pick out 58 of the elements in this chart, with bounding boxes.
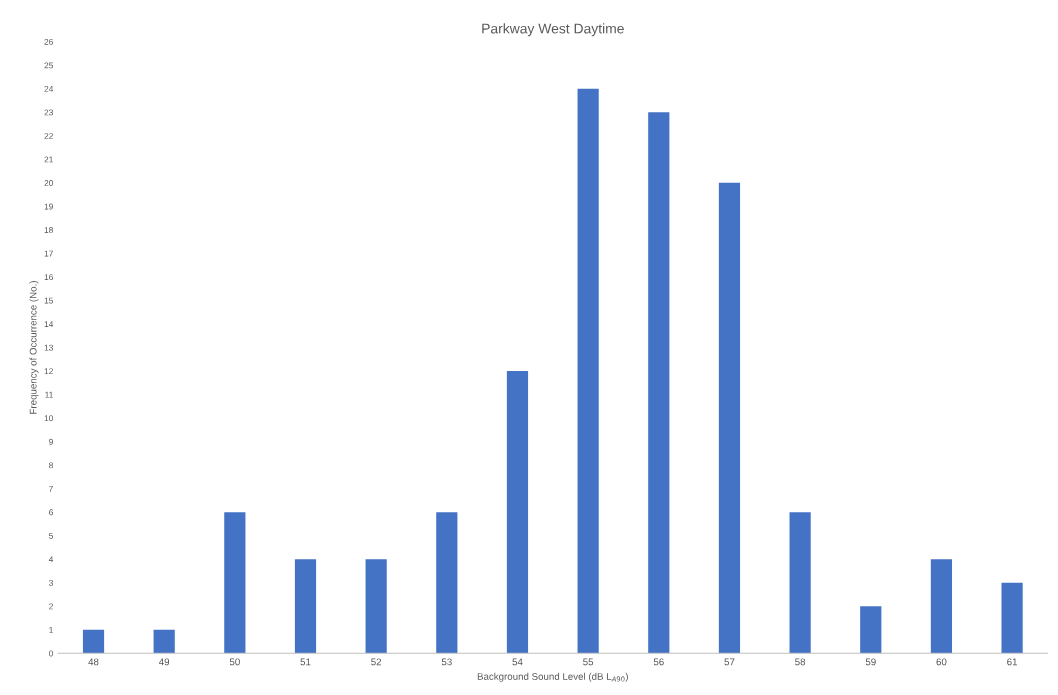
y-tick-label: 0: [49, 650, 53, 657]
y-tick-label: 23: [44, 109, 53, 116]
y-tick-label: 21: [44, 156, 53, 163]
y-axis-title: Frequency of Occurrence (No.): [29, 281, 39, 414]
y-tick-label: 16: [44, 274, 53, 281]
y-tick-label: 4: [48, 556, 54, 563]
x-tick-label: 48: [88, 658, 99, 666]
bar: [930, 559, 953, 654]
bar: [506, 371, 529, 654]
x-tick-label: 59: [865, 658, 876, 666]
x-tick-label: 50: [229, 658, 240, 666]
y-tick-label: 6: [49, 509, 53, 516]
y-tick-label: 18: [44, 227, 53, 233]
y-tick-label: 7: [49, 485, 53, 492]
bar: [718, 182, 741, 654]
bar: [577, 88, 599, 654]
y-tick-label: 19: [44, 203, 53, 210]
y-tick-label: 14: [44, 321, 54, 327]
y-tick-label: 1: [49, 627, 53, 633]
bar: [365, 559, 387, 654]
bar: [1001, 582, 1023, 654]
y-tick-label: 17: [44, 250, 53, 257]
x-tick-label: 58: [795, 658, 806, 666]
y-tick-label: 12: [44, 368, 53, 375]
y-tick-label: 24: [44, 85, 54, 92]
x-axis-title: Background Sound Level (dB L$_{A90}$): [477, 672, 628, 682]
x-tick-label: 55: [583, 658, 594, 666]
x-tick-label: 51: [300, 658, 311, 666]
y-tick-label: 2: [49, 603, 53, 610]
bar: [860, 606, 882, 654]
x-tick-label: 52: [371, 658, 382, 666]
x-tick-label: 57: [724, 658, 735, 666]
x-tick-label: 56: [653, 658, 664, 666]
y-tick-label: 25: [44, 62, 53, 69]
bar: [82, 629, 105, 654]
x-tick-label: 61: [1007, 658, 1018, 666]
y-tick-label: 13: [44, 344, 53, 351]
y-tick-label: 8: [49, 462, 53, 469]
y-tick-label: 3: [49, 579, 53, 586]
y-tick-label: 15: [44, 297, 53, 304]
y-tick-label: 9: [49, 438, 53, 445]
x-tick-label: 54: [512, 658, 523, 666]
x-tick-label: 53: [441, 658, 452, 666]
bar: [436, 512, 458, 654]
x-tick-label: 60: [936, 658, 947, 666]
y-tick-label: 20: [44, 180, 53, 186]
y-tick-label: 10: [44, 415, 53, 422]
y-tick-label: 26: [44, 38, 53, 45]
bar: [648, 112, 670, 654]
chart-title: Parkway West Daytime: [482, 23, 624, 37]
y-tick-label: 22: [44, 132, 53, 139]
bar: [294, 559, 317, 654]
x-tick-label: 49: [159, 658, 170, 666]
bar: [224, 512, 246, 654]
y-tick-label: 11: [45, 391, 53, 398]
bar: [153, 629, 175, 654]
y-tick-label: 5: [49, 532, 53, 539]
bar: [789, 512, 811, 654]
